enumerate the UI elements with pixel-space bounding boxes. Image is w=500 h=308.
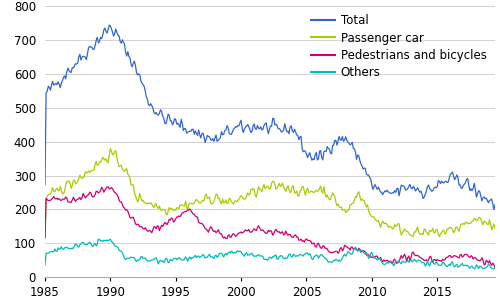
Legend: Total, Passenger car, Pedestrians and bicycles, Others: Total, Passenger car, Pedestrians and bi… xyxy=(309,12,489,81)
